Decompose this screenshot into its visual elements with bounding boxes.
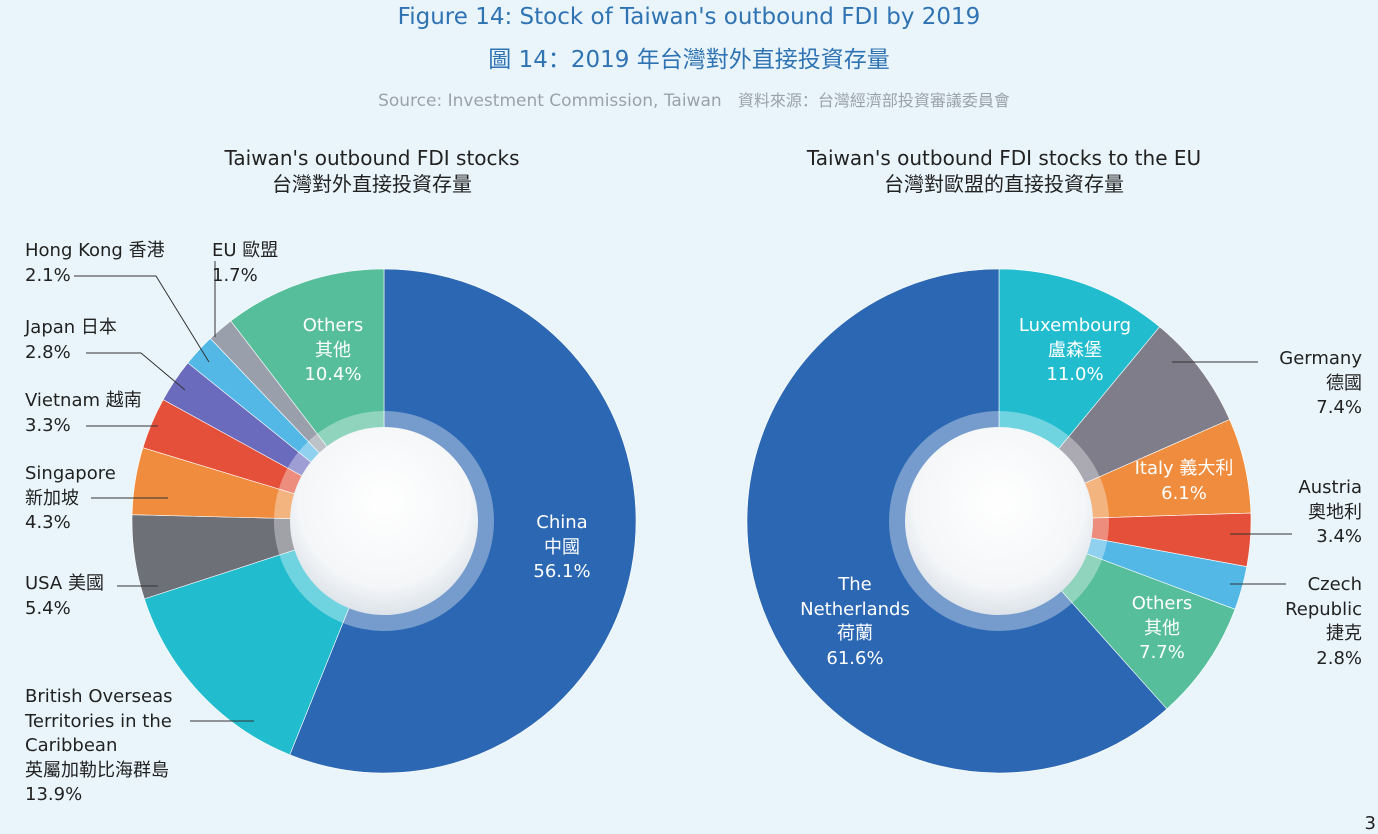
label-italy-name: Italy 義大利	[1134, 458, 1234, 479]
label-singapore-value: 4.3%	[25, 512, 71, 533]
chart2-center-hole	[905, 427, 1093, 615]
label-germany-name: Germany	[1279, 348, 1362, 369]
label-austria-name: Austria	[1298, 477, 1362, 498]
label-vietnam: Vietnam 越南 3.3%	[25, 389, 142, 438]
label-others-1-name-zh: 其他	[315, 339, 351, 361]
label-czech-value: 2.8%	[1316, 647, 1362, 669]
label-netherlands: The Netherlands 荷蘭 61.6%	[790, 573, 920, 671]
label-germany-value: 7.4%	[1316, 397, 1362, 418]
chart2-title: Taiwan's outbound FDI stocks to the EU 台…	[754, 145, 1254, 197]
chart1-subtitle: 台灣對外直接投資存量	[272, 172, 472, 196]
label-others-1: Others 其他 10.4%	[300, 314, 366, 388]
label-japan-name: Japan 日本	[25, 317, 117, 338]
label-others-2-name-zh: 其他	[1144, 617, 1180, 639]
source-en: Source: Investment Commission, Taiwan	[378, 91, 722, 111]
figure-title-en: Figure 14: Stock of Taiwan's outbound FD…	[397, 4, 981, 30]
label-italy: Italy 義大利 6.1%	[1128, 457, 1240, 506]
chart1-donut	[131, 268, 637, 774]
label-germany-name-zh: 德國	[1326, 372, 1362, 394]
label-singapore-name: Singapore	[25, 463, 116, 484]
label-others-2-name: Others	[1131, 593, 1193, 614]
leader-lines	[74, 261, 1292, 722]
label-hong-kong-value: 2.1%	[25, 264, 71, 286]
label-netherlands-line1: The	[838, 574, 872, 595]
page-number: 3	[1364, 813, 1376, 834]
label-others-1-name: Others	[302, 315, 364, 336]
label-luxembourg-value: 11.0%	[1046, 364, 1104, 385]
label-usa: USA 美國 5.4%	[25, 572, 104, 621]
source-zh: 資料來源：台灣經濟部投資審議委員會	[737, 91, 1010, 110]
label-china-name: China	[536, 512, 588, 533]
label-japan: Japan 日本 2.8%	[25, 316, 117, 365]
label-vietnam-name: Vietnam 越南	[25, 390, 142, 411]
label-others-2: Others 其他 7.7%	[1122, 592, 1202, 666]
label-austria-name-zh: 奧地利	[1308, 501, 1362, 523]
label-luxembourg-name-zh: 盧森堡	[1048, 339, 1102, 361]
label-japan-value: 2.8%	[25, 341, 71, 363]
label-czech-line2: Republic	[1285, 598, 1362, 620]
label-czech-zh: 捷克	[1326, 623, 1362, 644]
label-luxembourg-name: Luxembourg	[1018, 315, 1132, 336]
label-czech-line1: Czech	[1307, 574, 1362, 595]
label-netherlands-value: 61.6%	[826, 647, 884, 669]
chart1-title-en: Taiwan's outbound FDI stocks	[224, 146, 520, 170]
label-china: China 中國 56.1%	[524, 511, 600, 585]
label-usa-value: 5.4%	[25, 597, 71, 619]
label-eu: EU 歐盟 1.7%	[212, 239, 278, 288]
chart2-subtitle: 台灣對歐盟的直接投資存量	[884, 172, 1124, 196]
chart1-title: Taiwan's outbound FDI stocks 台灣對外直接投資存量	[142, 145, 602, 197]
chart1-center-hole	[290, 427, 478, 615]
leader-hong-kong	[74, 275, 210, 363]
label-austria-value: 3.4%	[1316, 526, 1362, 547]
label-others-2-value: 7.7%	[1139, 642, 1185, 663]
chart2-donut	[746, 268, 1252, 774]
label-germany: Germany 德國 7.4%	[1279, 347, 1362, 421]
label-usa-name: USA 美國	[25, 573, 104, 594]
figure-title-zh: 圖 14：2019 年台灣對外直接投資存量	[488, 47, 890, 73]
label-czech: Czech Republic 捷克 2.8%	[1285, 573, 1362, 671]
label-bot-zh: 英屬加勒比海群島	[25, 759, 169, 781]
label-eu-name: EU 歐盟	[212, 240, 279, 261]
label-china-name-zh: 中國	[544, 536, 580, 558]
label-british-overseas: British Overseas Territories in the Caribb…	[25, 685, 172, 808]
label-bot-line2: Territories in the	[25, 710, 172, 732]
leader-japan	[86, 352, 186, 391]
label-bot-line3: Caribbean	[25, 735, 118, 756]
label-bot-line1: British Overseas	[25, 686, 173, 707]
label-singapore-name-zh: 新加坡	[25, 487, 79, 509]
label-netherlands-zh: 荷蘭	[837, 623, 873, 644]
label-italy-value: 6.1%	[1161, 482, 1207, 504]
figure-source: Source: Investment Commission, Taiwan 資料…	[0, 87, 1378, 111]
label-others-1-value: 10.4%	[304, 364, 362, 385]
label-hong-kong-name: Hong Kong 香港	[25, 240, 165, 261]
label-netherlands-line2: Netherlands	[800, 598, 910, 620]
label-eu-value: 1.7%	[212, 264, 258, 286]
label-austria: Austria 奧地利 3.4%	[1298, 476, 1362, 550]
label-hong-kong: Hong Kong 香港 2.1%	[25, 239, 165, 288]
label-singapore: Singapore 新加坡 4.3%	[25, 462, 116, 536]
label-vietnam-value: 3.3%	[25, 414, 71, 436]
label-china-value: 56.1%	[533, 561, 591, 582]
label-luxembourg: Luxembourg 盧森堡 11.0%	[1010, 314, 1140, 388]
label-bot-value: 13.9%	[25, 784, 83, 805]
chart2-title-en: Taiwan's outbound FDI stocks to the EU	[806, 146, 1202, 170]
